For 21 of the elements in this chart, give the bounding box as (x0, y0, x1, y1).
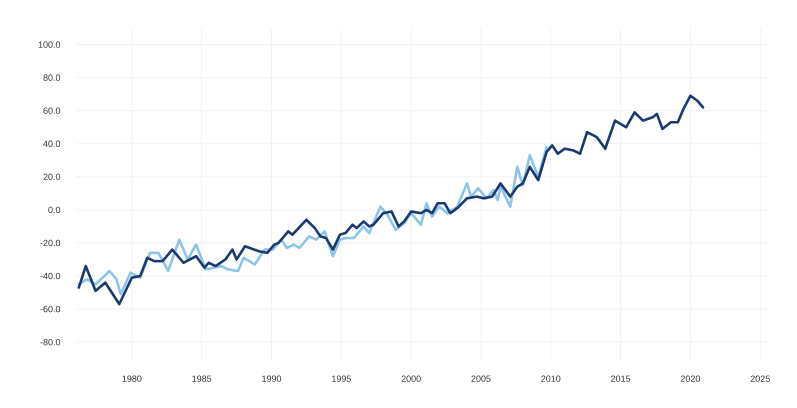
x-tick-label: 1980 (122, 376, 142, 382)
y-tick-label: 80.0 (43, 74, 60, 81)
y-tick-label: -60.0 (40, 306, 60, 312)
line-series (78, 94, 704, 306)
x-tick-label: 1990 (262, 376, 282, 382)
y-tick-label: 40.0 (43, 140, 60, 147)
y-tick-label: 0.0 (48, 206, 60, 214)
x-tick-label: 2005 (471, 376, 491, 382)
x-tick-label: 2025 (750, 376, 770, 382)
x-tick-label: 2020 (680, 376, 700, 382)
y-tick-label: 100.0 (38, 41, 60, 48)
x-tick-label: 2000 (402, 376, 421, 382)
y-tick-label: -20.0 (40, 240, 60, 246)
x-tick-label: 2010 (541, 376, 560, 382)
y-tick-label: -80.0 (40, 338, 60, 346)
y-tick-label: 60.0 (43, 107, 60, 114)
x-tick-label: 1995 (332, 376, 351, 382)
y-tick-label: -40.0 (40, 272, 60, 280)
y-tick-label: 20.0 (43, 174, 60, 180)
x-tick-label: 1985 (192, 376, 212, 382)
x-tick-label: 2015 (611, 376, 630, 382)
